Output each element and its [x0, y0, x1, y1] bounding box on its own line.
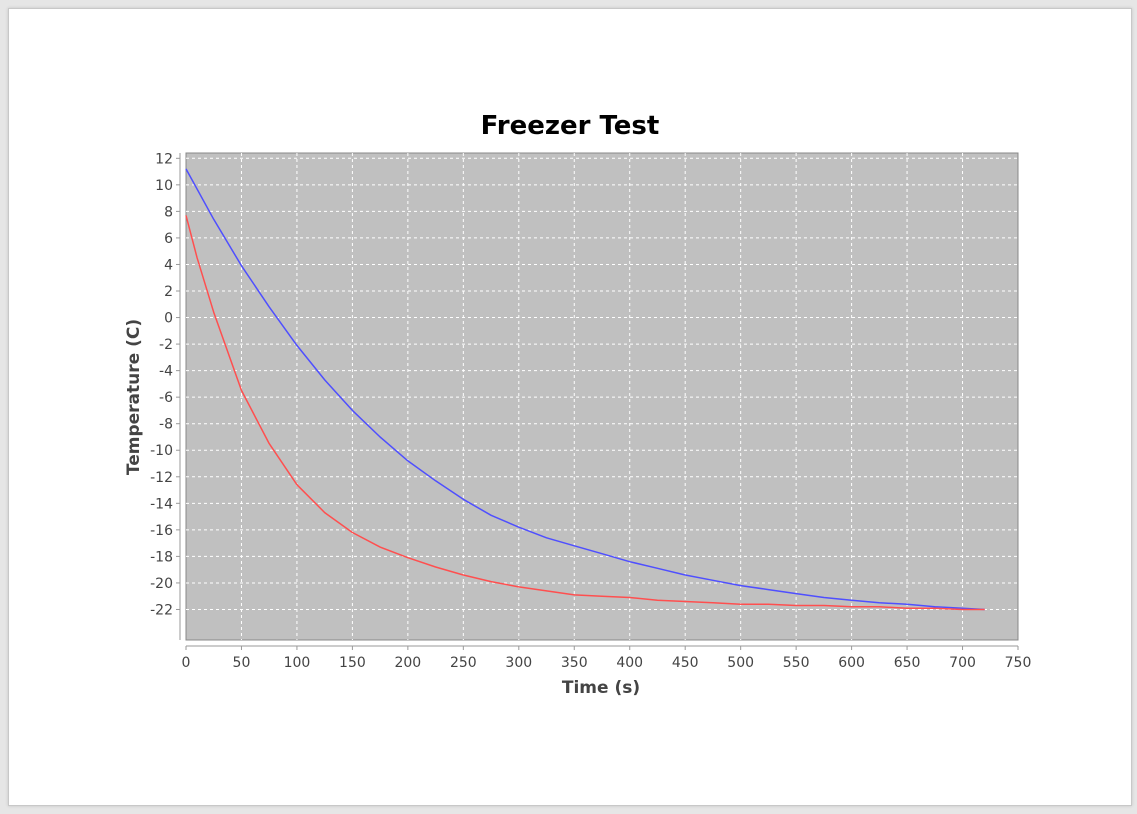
y-tick-label: 0: [164, 311, 173, 327]
x-tick-label: 700: [949, 655, 976, 671]
y-tick-label: 4: [164, 257, 173, 273]
x-tick-label: 550: [783, 655, 810, 671]
y-tick-label: 10: [155, 178, 173, 194]
chart-title: Freezer Test: [481, 111, 660, 141]
y-tick-label: 8: [164, 204, 173, 220]
chart-canvas: Freezer Test 0 50 100 150 200 250 300 350 400 450…: [124, 111, 1032, 698]
x-tick-label: 300: [505, 655, 532, 671]
y-tick-label: -22: [150, 602, 173, 618]
chart-window: Freezer Test 0 50 100 150 200 250 300 350 400 450…: [8, 8, 1132, 806]
y-axis-ticks: 12 10 8 6 4 2 0 -2 -4 -6 -8 -10 -12 -14 -16 -18 -20 -22: [150, 151, 180, 618]
y-tick-label: -20: [150, 576, 173, 592]
y-tick-label: 6: [164, 231, 173, 247]
y-tick-label: 2: [164, 284, 173, 300]
y-tick-label: -4: [159, 364, 173, 380]
series-line-2: [185, 215, 985, 611]
x-tick-label: 400: [616, 655, 643, 671]
y-tick-label: -8: [159, 417, 173, 433]
y-tick-label: -10: [150, 443, 173, 459]
y-tick-label: 12: [155, 151, 173, 167]
x-tick-label: 200: [394, 655, 421, 671]
axes: [179, 153, 1018, 647]
x-tick-label: 500: [727, 655, 754, 671]
series-line-1: [185, 168, 985, 611]
x-tick-label: 50: [233, 655, 251, 671]
plot-area: [185, 152, 1019, 641]
y-tick-label: -16: [150, 523, 173, 539]
y-tick-label: -12: [150, 470, 173, 486]
x-tick-label: 350: [561, 655, 588, 671]
x-tick-label: 650: [894, 655, 921, 671]
x-axis-label: Time (s): [562, 678, 640, 698]
x-tick-label: 0: [182, 655, 191, 671]
x-tick-label: 750: [1005, 655, 1032, 671]
grid-lines: [186, 153, 1018, 640]
x-axis-ticks: 0 50 100 150 200 250 300 350 400 450 500 550 600 650 7…: [182, 646, 1032, 671]
series-group: [185, 168, 985, 611]
y-tick-label: -6: [159, 390, 173, 406]
x-tick-label: 450: [672, 655, 699, 671]
x-tick-label: 250: [450, 655, 477, 671]
x-tick-label: 600: [838, 655, 865, 671]
y-tick-label: -14: [150, 496, 173, 512]
x-tick-label: 100: [284, 655, 311, 671]
y-tick-label: -18: [150, 549, 173, 565]
x-tick-label: 150: [339, 655, 366, 671]
y-tick-label: -2: [159, 337, 173, 353]
y-axis-label: Temperature (C): [124, 319, 144, 475]
